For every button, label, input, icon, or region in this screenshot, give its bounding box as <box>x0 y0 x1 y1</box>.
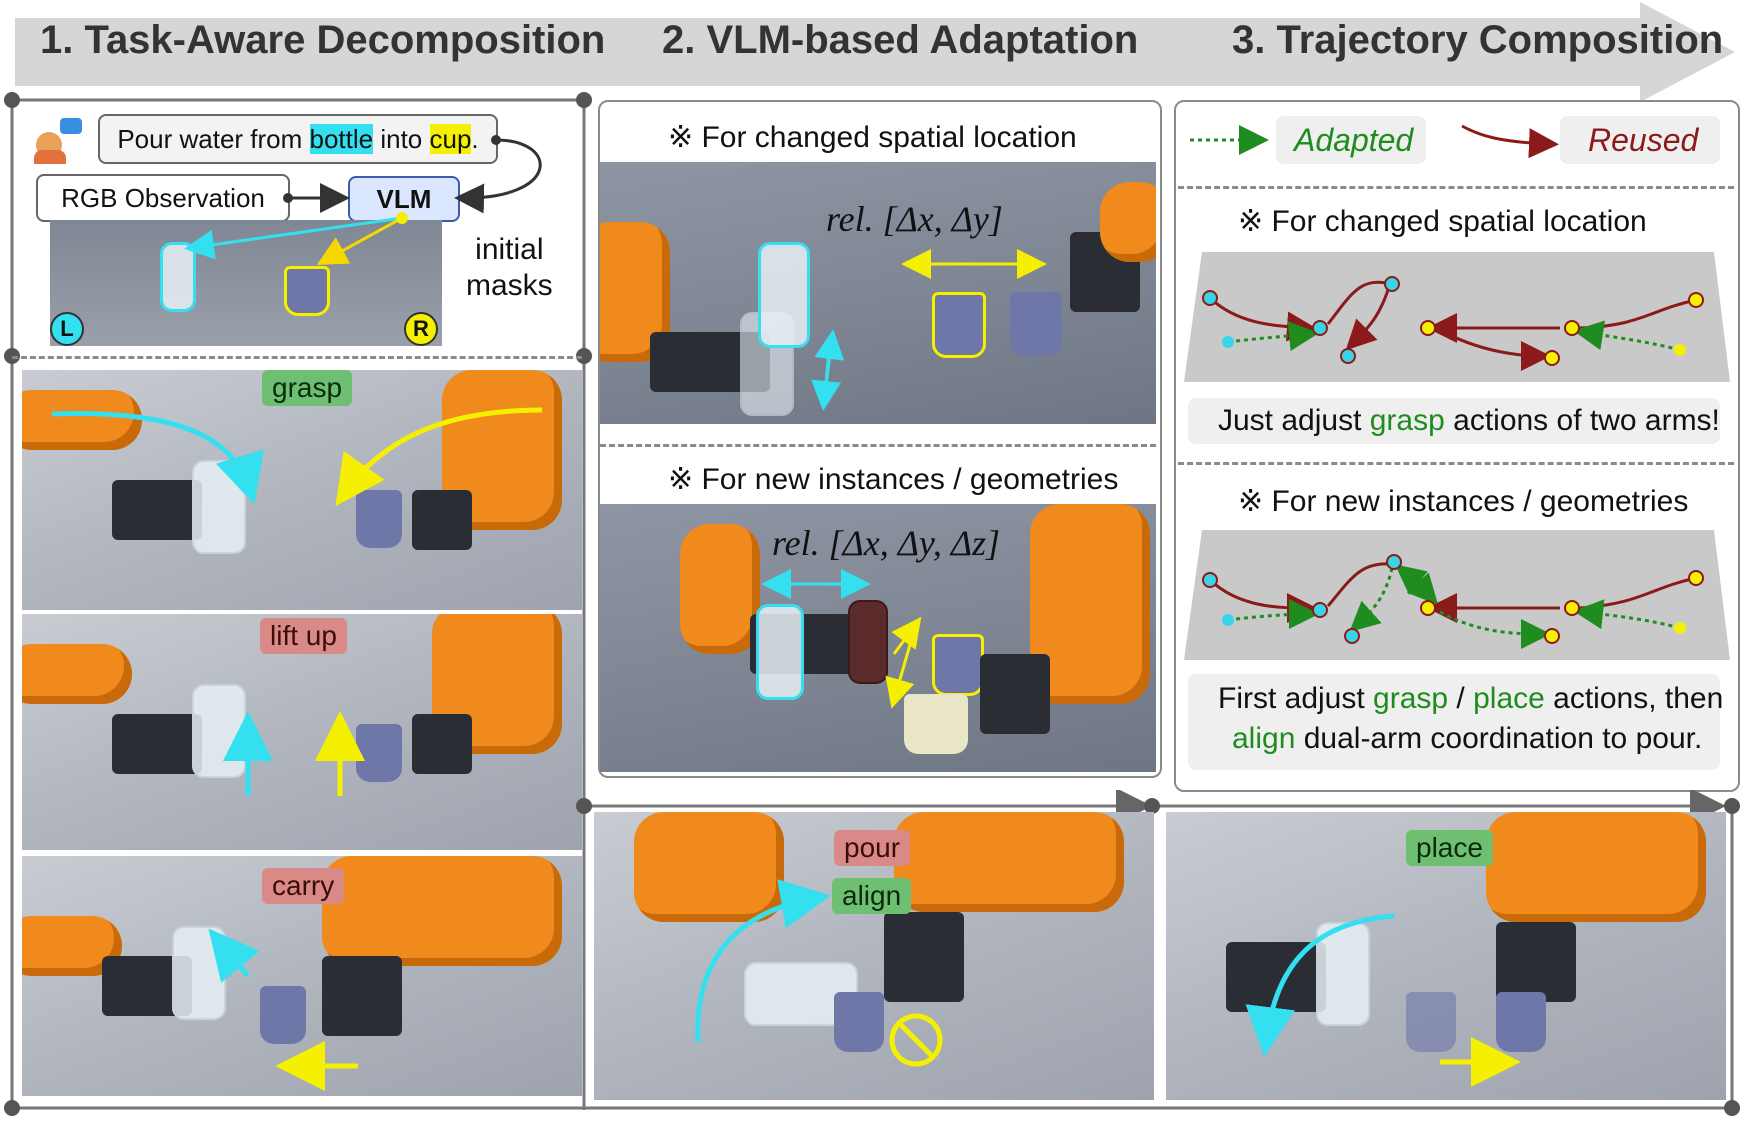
legend-reused-box <box>1560 116 1720 164</box>
right-divider-1 <box>1178 186 1734 189</box>
bottle <box>1316 922 1370 1026</box>
step-label-pour: pour <box>834 830 911 866</box>
changed-location-arrows <box>811 249 1047 411</box>
caption1-part-c: actions of two arms! <box>1444 404 1720 437</box>
instruction-object-cup: cup <box>429 124 472 154</box>
stage-title-3: 3. Trajectory Composition <box>1232 18 1724 62</box>
cup <box>834 992 884 1052</box>
carry-arrows <box>208 928 358 1091</box>
left-robot-arm <box>634 812 784 922</box>
right-section2-title: ※ For new instances / geometries <box>1238 485 1689 518</box>
cup-ghost <box>1406 992 1456 1052</box>
right-gripper <box>884 912 964 1002</box>
mid-section-divider <box>600 444 1156 447</box>
mask-pointer-arrows <box>184 212 408 265</box>
right-section2-caption-line2: align dual-arm coordination to pour. <box>1232 722 1702 756</box>
stage-header-arrow <box>15 2 1735 102</box>
instruction-flow-arrows <box>283 135 542 214</box>
right-section1-title: ※ For changed spatial location <box>1238 205 1647 238</box>
legend-symbols <box>1190 124 1559 159</box>
step-label-place: place <box>1406 830 1493 866</box>
right-gripper <box>980 654 1050 734</box>
caption2-part-c: / <box>1448 682 1474 715</box>
caption2-part-a: First adjust <box>1218 682 1374 715</box>
new-instance-arrows <box>761 569 922 709</box>
new-instance-image <box>600 504 1156 772</box>
instruction-object-bottle: bottle <box>309 124 374 154</box>
bottle <box>758 242 810 348</box>
stage-title-2: 2. VLM-based Adaptation <box>662 18 1139 62</box>
bottom-row-frame <box>4 790 1740 1116</box>
trajectory-diagram-instances <box>1184 530 1730 660</box>
stage-title-1: 1. Task-Aware Decomposition <box>40 18 606 62</box>
pour-align-image <box>594 812 1154 1100</box>
pour-arrows <box>695 879 943 1067</box>
lift-up-arrows <box>223 711 365 796</box>
user-chat-icon <box>34 118 86 164</box>
mid-section2-formula: rel. [Δx, Δy, Δz] <box>772 523 1001 563</box>
step-label-align: align <box>832 878 912 914</box>
bottle <box>756 604 804 700</box>
right-robot-arm <box>1100 182 1156 262</box>
changed-location-image <box>600 162 1156 424</box>
mid-section2-title: ※ For new instances / geometries <box>668 463 1119 496</box>
left-gripper <box>112 480 202 540</box>
dark-bottle <box>848 600 888 684</box>
instruction-text-prefix: Pour water from <box>117 124 310 154</box>
caption2-place: place <box>1473 682 1545 715</box>
right-gripper <box>1496 922 1576 1002</box>
right-section1-caption: Just adjust grasp actions of two arms! <box>1218 404 1720 438</box>
right-section2-caption-box <box>1188 674 1720 770</box>
cup-ghost <box>1010 292 1062 356</box>
right-robot-arm <box>894 812 1124 912</box>
mid-section1-title: ※ For changed spatial location <box>668 121 1077 154</box>
left-arm-marker: L <box>50 312 84 346</box>
left-robot-arm <box>22 390 142 450</box>
left-robot-arm <box>22 644 132 704</box>
step-label-lift-up: lift up <box>260 618 347 654</box>
step-label-grasp: grasp <box>262 370 353 406</box>
legend-reused-label: Reused <box>1588 122 1699 158</box>
instruction-box: Pour water from bottle into cup. <box>98 114 498 164</box>
left-gripper <box>112 714 202 774</box>
caption1-grasp: grasp <box>1369 404 1445 437</box>
place-arrows <box>1245 913 1521 1087</box>
caption1-part-a: Just adjust <box>1218 404 1370 437</box>
new-cup <box>904 694 968 754</box>
right-robot-arm <box>1030 504 1150 704</box>
caption2-align: align <box>1232 722 1296 755</box>
caption2-grasp: grasp <box>1373 682 1449 715</box>
cup <box>932 292 986 358</box>
grasp-arrows <box>51 407 543 507</box>
legend-adapted-box <box>1276 116 1426 164</box>
mid-section1-formula: rel. [Δx, Δy] <box>826 199 1003 239</box>
cup <box>932 634 984 696</box>
left-robot-arm <box>680 524 760 654</box>
right-robot-arm <box>322 856 562 966</box>
right-gripper <box>412 714 472 774</box>
initial-masks-label: initial masks <box>466 233 553 302</box>
right-gripper <box>322 956 402 1036</box>
legend-adapted-label: Adapted <box>1294 122 1414 158</box>
right-robot-arm <box>1486 812 1706 922</box>
right-section1-caption-box <box>1188 398 1720 444</box>
trajectory-diagram-location <box>1184 252 1730 382</box>
caption2-part-e: actions, then <box>1544 682 1724 715</box>
cup-mask <box>284 266 330 316</box>
caption2-part-g: dual-arm coordination to pour. <box>1295 722 1703 755</box>
left-section-divider <box>12 356 582 359</box>
step-label-carry: carry <box>262 868 345 904</box>
right-arm-marker: R <box>404 312 438 346</box>
instruction-text-mid: into <box>373 124 430 154</box>
right-divider-2 <box>1178 462 1734 465</box>
cup <box>260 986 306 1044</box>
instruction-text-suffix: . <box>471 124 479 154</box>
right-gripper <box>412 490 472 550</box>
grasp-step-image <box>22 370 582 610</box>
right-section2-caption-line1: First adjust grasp / place actions, then <box>1218 682 1723 716</box>
